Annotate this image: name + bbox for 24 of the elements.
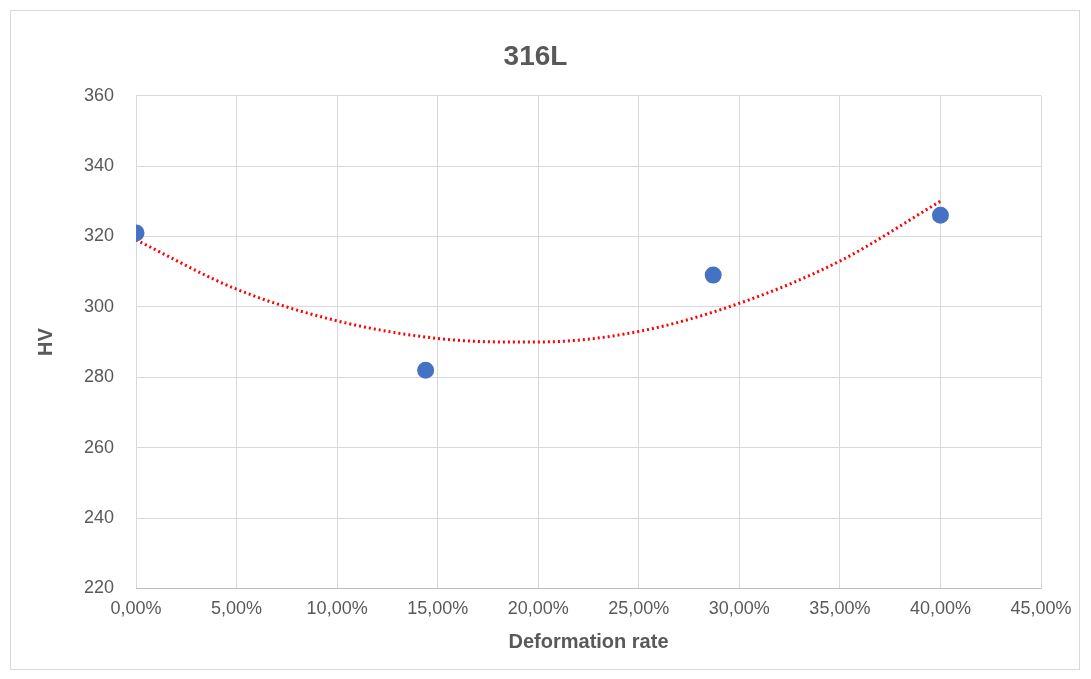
y-tick-label: 340 — [83, 154, 115, 175]
y-tick-label: 320 — [83, 225, 115, 246]
x-tick-label: 40,00% — [909, 598, 971, 619]
chart-title: 316L — [503, 39, 568, 71]
x-tick-label: 0,00% — [110, 598, 162, 619]
x-tick-label: 20,00% — [507, 598, 569, 619]
x-tick-label: 25,00% — [608, 598, 670, 619]
x-tick-label: 5,00% — [211, 598, 263, 619]
x-tick-label: 45,00% — [1010, 598, 1072, 619]
x-axis-title: Deformation rate — [508, 629, 669, 652]
y-tick-label: 240 — [83, 506, 115, 527]
y-axis-title: HV — [33, 327, 56, 356]
point — [704, 266, 722, 284]
x-tick-label: 10,00% — [306, 598, 368, 619]
point — [931, 206, 949, 224]
y-tick-label: 300 — [83, 295, 115, 316]
x-tick-label: 35,00% — [809, 598, 871, 619]
x-tick-label: 15,00% — [407, 598, 469, 619]
x-tick-label: 30,00% — [708, 598, 770, 619]
y-tick-label: 360 — [83, 84, 115, 105]
y-tick-label: 220 — [83, 577, 115, 598]
y-tick-label: 260 — [83, 436, 115, 457]
point — [417, 361, 435, 379]
y-tick-label: 280 — [83, 366, 115, 387]
